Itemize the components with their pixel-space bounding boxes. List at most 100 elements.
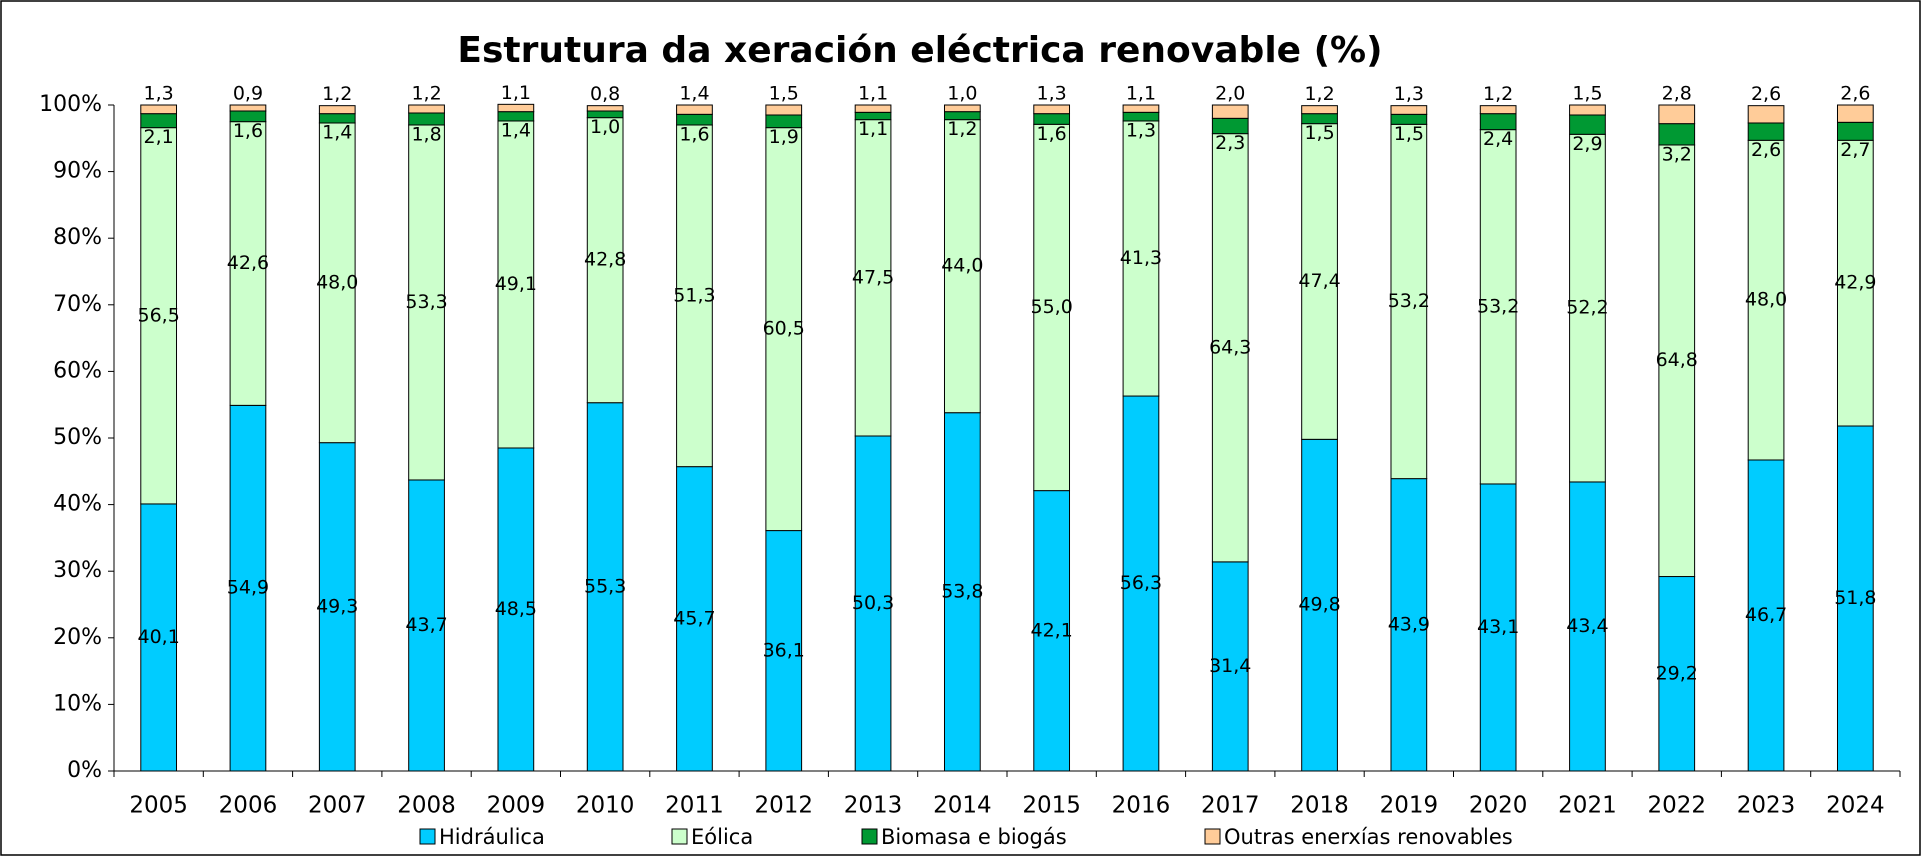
data-label: 47,5 [852,266,894,288]
data-label: 47,4 [1298,270,1340,292]
bar-segment [140,503,178,772]
data-label: 2,1 [144,126,174,148]
data-label: 42,6 [227,252,269,274]
data-label: 2,3 [1215,132,1245,154]
x-tick-label: 2013 [844,793,903,819]
bar-segment [140,127,178,505]
data-label: 53,2 [1477,295,1519,317]
data-label: 1,9 [769,126,799,148]
bar-segment [1479,129,1517,485]
data-label: 48,5 [495,598,537,620]
data-label: 49,3 [316,595,358,617]
bar-segment [1122,120,1160,397]
data-label: 49,8 [1298,594,1340,616]
bar-segment [1658,576,1696,772]
data-label: 36,1 [763,639,805,661]
bar-segment [676,104,713,115]
data-label: 1,0 [590,116,620,138]
bar-segment [765,104,803,116]
bar-segment [943,412,981,772]
data-label: 1,6 [679,123,709,145]
data-label: 64,3 [1209,336,1251,358]
x-tick-label: 2012 [754,793,813,819]
bar-segment [1569,104,1606,116]
data-label: 2,0 [1215,83,1245,105]
bar-segment [1211,133,1249,563]
bar-segment [1658,144,1696,578]
bar-segment [586,105,624,112]
x-tick-label: 2020 [1469,793,1528,819]
data-label: 1,0 [947,83,977,105]
x-tick-label: 2022 [1647,793,1706,819]
x-tick-label: 2014 [933,793,992,819]
data-label: 1,3 [144,83,174,105]
x-tick-label: 2007 [308,793,367,819]
legend-label: Biomasa e biogás [881,825,1067,849]
y-tick-label: 40% [53,492,102,517]
data-label: 45,7 [673,607,715,629]
data-label: 1,5 [769,83,799,105]
data-label: 1,3 [1037,83,1067,105]
bar-segment [1301,105,1338,115]
data-label: 3,2 [1662,143,1692,165]
x-tick-label: 2010 [576,793,635,819]
bar-segment [1836,121,1874,141]
bar-segment [140,104,178,115]
data-label: 1,4 [679,83,709,105]
data-label: 41,3 [1120,247,1162,269]
bar-segment [854,119,892,437]
data-label: 43,1 [1477,616,1519,638]
x-tick-label: 2009 [487,793,546,819]
bar-segment [943,119,981,414]
data-label: 2,7 [1840,139,1870,161]
data-label: 40,1 [137,626,179,648]
x-tick-label: 2008 [397,793,456,819]
bar-segment [229,121,267,406]
data-label: 29,2 [1656,662,1698,684]
data-label: 1,2 [1483,83,1513,105]
bar-segment [318,105,356,115]
bar-segment [676,124,713,468]
data-label: 0,9 [233,83,263,105]
data-label: 2,6 [1751,139,1781,161]
data-label: 1,2 [322,83,352,105]
bar-segment [1033,490,1071,772]
data-label: 1,4 [501,119,531,141]
data-label: 1,1 [858,118,888,140]
bar-segment [1658,123,1696,146]
bar-segment [1569,481,1606,772]
y-tick-label: 20% [53,625,102,650]
y-tick-label: 90% [53,159,102,184]
data-label: 56,5 [137,304,179,326]
data-label: 2,8 [1662,83,1692,105]
bar-segment [1033,104,1071,115]
data-label: 53,8 [941,580,983,602]
bar-segment [497,103,535,113]
data-label: 1,5 [1304,122,1334,144]
x-tick-label: 2015 [1022,793,1081,819]
x-tick-label: 2017 [1201,793,1260,819]
bar-segment [586,402,624,772]
x-tick-label: 2005 [129,793,188,819]
y-tick-label: 60% [53,358,102,383]
data-label: 42,9 [1834,272,1876,294]
data-label: 44,0 [941,255,983,277]
bar-segment [1658,104,1696,125]
data-label: 43,7 [405,614,447,636]
bar-segment [1211,104,1249,119]
bar-segment [408,124,445,481]
data-label: 51,8 [1834,587,1876,609]
bar-segment [318,442,356,772]
data-label: 1,5 [1572,83,1602,105]
x-tick-label: 2023 [1737,793,1796,819]
x-tick-label: 2019 [1380,793,1439,819]
bar-segment [1390,123,1428,480]
x-tick-label: 2016 [1112,793,1171,819]
data-label: 60,5 [763,318,805,340]
bar-segment [1569,114,1606,135]
legend-label: Eólica [691,825,753,849]
bar-segment [854,435,892,772]
data-label: 1,1 [1126,83,1156,105]
data-label: 1,2 [947,118,977,140]
